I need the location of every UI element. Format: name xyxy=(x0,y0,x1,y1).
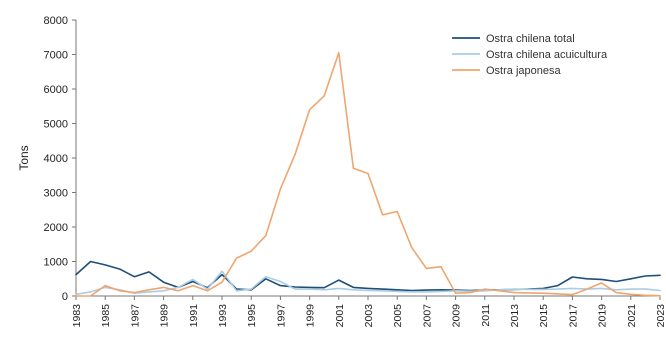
y-tick-label: 6000 xyxy=(44,84,68,96)
y-tick-label: 7000 xyxy=(44,50,68,62)
x-tick-label: 1985 xyxy=(100,304,112,328)
y-tick-label: 1000 xyxy=(44,257,68,269)
y-tick-label: 0 xyxy=(62,291,68,303)
x-tick-label: 1997 xyxy=(275,304,287,328)
x-tick-label: 2005 xyxy=(392,304,404,328)
series-line-1 xyxy=(75,260,661,292)
x-tick-label: 2001 xyxy=(334,304,346,328)
legend-label: Ostra chilena acuicultura xyxy=(486,49,608,61)
x-tick-label: 2003 xyxy=(363,304,375,328)
x-axis-ticks: 1983 1985 1987 1989 1991 1993 1995 1997 1999 2001… xyxy=(71,296,666,327)
legend: Ostra chilena total Ostra chilena acuicul… xyxy=(452,33,608,77)
y-axis-title: Tons xyxy=(17,145,31,170)
legend-label: Ostra chilena total xyxy=(486,33,575,45)
x-tick-label: 2019 xyxy=(597,304,609,328)
x-tick-label: 2023 xyxy=(655,304,666,328)
x-tick-label: 1983 xyxy=(71,304,83,328)
y-tick-label: 4000 xyxy=(44,153,68,165)
y-tick-label: 8000 xyxy=(44,15,68,27)
x-tick-label: 1995 xyxy=(246,304,258,328)
x-tick-label: 2017 xyxy=(567,304,579,328)
x-tick-label: 2015 xyxy=(538,304,550,328)
x-tick-label: 2021 xyxy=(626,304,638,328)
series-line-2 xyxy=(75,270,661,296)
y-tick-label: 5000 xyxy=(44,119,68,131)
y-tick-label: 2000 xyxy=(44,222,68,234)
x-tick-label: 1999 xyxy=(305,304,317,328)
y-axis-ticks: 0 1000 2000 3000 4000 5000 6000 7000 8000 xyxy=(44,15,76,303)
y-tick-label: 3000 xyxy=(44,188,68,200)
x-tick-label: 2009 xyxy=(451,304,463,328)
series-lines xyxy=(75,51,661,297)
x-tick-label: 2011 xyxy=(480,304,492,327)
x-tick-label: 1987 xyxy=(129,304,141,328)
x-tick-label: 2013 xyxy=(509,304,521,328)
series-line-3 xyxy=(75,51,661,297)
x-tick-label: 1989 xyxy=(159,304,171,328)
x-tick-label: 2007 xyxy=(421,304,433,328)
x-tick-label: 1991 xyxy=(188,304,200,328)
x-tick-label: 1993 xyxy=(217,304,229,328)
legend-label: Ostra japonesa xyxy=(486,65,561,77)
